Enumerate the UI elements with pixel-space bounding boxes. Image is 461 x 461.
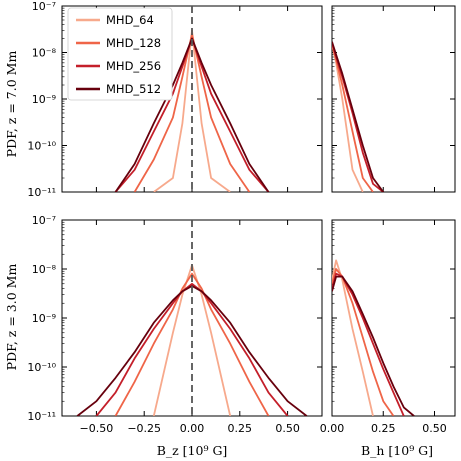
legend-label-mhd-128: MHD_128 [106,36,161,50]
xlabel-bh: B_h [10⁹ G] [361,443,433,458]
x-tick-label: −0.50 [80,422,114,435]
panel-bottom-left: 10⁻⁷ 10⁻⁸ 10⁻⁹ 10⁻¹⁰ 10⁻¹¹ −0.50 −0.25 0.00 0.25… [27,214,323,435]
y-tick-label: 10⁻⁷ [32,214,56,227]
y-tick-label: 10⁻¹¹ [27,186,56,199]
ylabel-top: PDF, z = 7.0 Mm [4,51,19,158]
x-tick-label: 0.50 [275,422,300,435]
series-line-mhd-512 [332,41,385,192]
y-tick-label: 10⁻¹⁰ [27,361,56,374]
series-line-mhd-256 [95,282,289,416]
y-tick-label: 10⁻⁸ [32,263,57,276]
series-line-mhd-64 [332,259,374,416]
series-line-mhd-128 [332,268,395,416]
x-tick-label: 0.50 [422,422,447,435]
legend: MHD_64 MHD_128 MHD_256 MHD_512 [67,7,173,101]
series-line-mhd-256 [332,272,405,416]
y-tick-label: 10⁻¹¹ [27,410,56,423]
y-tick-label: 10⁻⁷ [32,0,56,13]
series-line-mhd-512 [114,37,270,192]
x-tick-label: 0.00 [180,422,205,435]
y-tick-label: 10⁻⁹ [32,312,56,325]
series-line-mhd-512 [332,275,415,416]
x-tick-label: 0.00 [320,422,345,435]
panel-bottom-right: 0.00 0.25 0.50 [320,219,456,435]
legend-box [67,7,173,101]
y-tick-label: 10⁻⁹ [32,93,56,106]
legend-label-mhd-256: MHD_256 [106,59,161,73]
legend-label-mhd-512: MHD_512 [106,82,161,96]
ylabel-bottom: PDF, z = 3.0 Mm [4,264,19,371]
y-tick-label: 10⁻⁸ [32,47,57,60]
plot-frame [331,219,456,417]
x-tick-label: 0.25 [228,422,253,435]
y-tick-label: 10⁻¹⁰ [27,140,56,153]
x-tick-label: 0.25 [371,422,396,435]
plot-frame [331,5,456,193]
series-line-mhd-128 [114,272,270,416]
xlabel-bz: B_z [10⁹ G] [157,443,228,458]
x-tick-label: −0.25 [127,422,161,435]
panel-top-right [331,5,456,193]
legend-label-mhd-64: MHD_64 [106,13,154,27]
